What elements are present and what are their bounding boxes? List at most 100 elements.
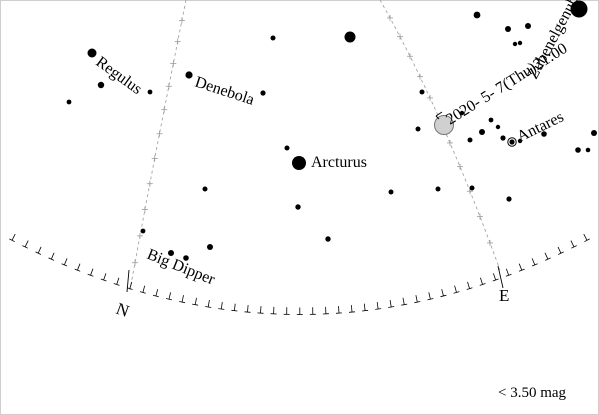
- horizon-tick: [351, 305, 353, 313]
- star: [459, 110, 465, 116]
- horizon-tick: [389, 300, 392, 308]
- star-antares: [509, 139, 515, 145]
- horizon-tick: [441, 289, 444, 297]
- star: [488, 117, 494, 123]
- star: [506, 196, 512, 202]
- star: [202, 186, 208, 192]
- star: [284, 145, 290, 151]
- star: [517, 138, 523, 144]
- magnitude-limit-label: < 3.50 mag: [498, 385, 567, 401]
- horizon-tick: [103, 273, 107, 281]
- horizon-tick: [194, 297, 197, 305]
- horizon-tick: [155, 289, 159, 297]
- horizon-tick: [584, 238, 590, 243]
- moon-marker: [434, 115, 454, 135]
- horizon-tick: [453, 291, 460, 294]
- star: [469, 185, 475, 191]
- horizon-tick: [531, 258, 536, 265]
- horizon-tick: [24, 240, 29, 248]
- star: [473, 11, 481, 19]
- star-regulus: [87, 48, 97, 58]
- star: [517, 40, 523, 46]
- horizon-ticks: [9, 233, 590, 315]
- star: [575, 147, 581, 153]
- horizon-tick: [558, 251, 564, 255]
- horizon-tick: [37, 246, 42, 254]
- horizon-tick: [139, 291, 146, 294]
- horizon-tick: [414, 301, 421, 304]
- star: [415, 126, 421, 132]
- star: [295, 204, 301, 210]
- horizon-tick: [428, 292, 431, 300]
- horizon-tick: [77, 263, 81, 271]
- horizon-tick: [260, 306, 262, 314]
- star: [512, 41, 518, 47]
- horizon-tick: [376, 302, 379, 310]
- moon-marker-pointer: [435, 111, 443, 120]
- star: [505, 26, 511, 32]
- horizon-tick: [415, 295, 418, 303]
- horizon-tick: [505, 268, 510, 276]
- star: [183, 255, 189, 261]
- horizon-tick: [570, 240, 575, 248]
- star: [260, 90, 266, 96]
- coordinate-grid: [129, 0, 501, 291]
- horizon-tick: [247, 305, 249, 313]
- star: [168, 250, 174, 256]
- horizon-tick: [557, 246, 562, 254]
- horizon-tick: [168, 292, 171, 300]
- horizon-tick: [363, 303, 366, 311]
- horizon-tick: [50, 252, 55, 260]
- horizon-tick: [402, 297, 405, 305]
- star: [147, 89, 153, 95]
- north-tick: [126, 269, 130, 293]
- horizon-tick: [531, 263, 538, 267]
- label-denebola: Denebola: [193, 74, 257, 109]
- grid-line-meridian-west: [129, 0, 187, 291]
- horizon-tick: [142, 285, 146, 293]
- horizon-tick: [22, 245, 28, 249]
- horizon-tick: [544, 252, 549, 260]
- star: [419, 89, 425, 95]
- star: [591, 130, 597, 136]
- horizon-tick: [583, 233, 588, 241]
- horizon-tick: [493, 273, 497, 281]
- star: [525, 23, 531, 29]
- horizon-tick: [454, 285, 457, 293]
- horizon-tick: [126, 287, 133, 290]
- label-big-dipper: Big Dipper: [145, 246, 218, 289]
- horizon-tick: [220, 302, 223, 310]
- horizon-tick: [129, 281, 133, 289]
- grid-ticks: [131, 14, 493, 266]
- star: [97, 81, 105, 89]
- star: [140, 228, 146, 234]
- star-denebola: [185, 71, 193, 79]
- horizon-tick: [480, 277, 483, 285]
- horizon-tick: [207, 300, 210, 308]
- horizon-tick: [375, 308, 382, 310]
- label-regulus: Regulus: [93, 53, 145, 98]
- horizon-tick: [90, 268, 94, 276]
- horizon-tick: [348, 311, 356, 313]
- label-north: N: [114, 299, 132, 321]
- horizon-tick: [467, 281, 470, 289]
- star: [66, 99, 72, 105]
- star: [325, 236, 331, 242]
- horizon-tick: [338, 306, 340, 314]
- label-antares: Antares: [514, 108, 566, 145]
- star: [207, 244, 213, 250]
- label-arcturus: Arcturus: [311, 154, 367, 171]
- star: [479, 129, 485, 135]
- horizon-tick: [116, 277, 120, 285]
- star: [570, 0, 588, 18]
- star: [435, 186, 441, 192]
- star-arcturus: [292, 156, 306, 170]
- horizon-tick: [244, 311, 251, 313]
- horizon-tick: [234, 303, 236, 311]
- horizon-tick: [11, 233, 16, 241]
- star: [270, 35, 276, 41]
- star: [467, 137, 473, 143]
- star: [585, 147, 591, 153]
